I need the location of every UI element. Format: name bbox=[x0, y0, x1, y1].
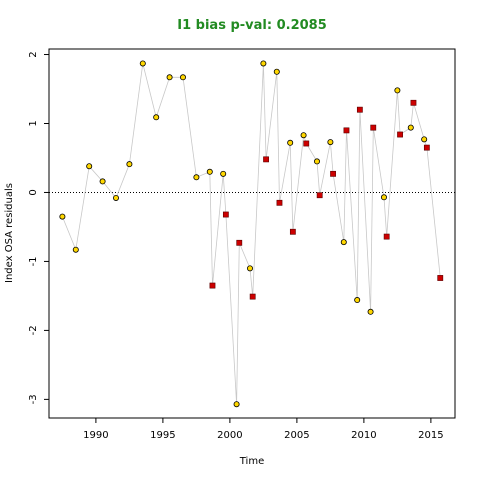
residual-point-square bbox=[397, 131, 403, 138]
residual-point-circle bbox=[327, 139, 334, 146]
residual-point-circle bbox=[421, 136, 428, 143]
residual-point-square bbox=[249, 293, 256, 300]
y-tick-label: 1 bbox=[28, 120, 39, 126]
plot-frame bbox=[48, 48, 456, 419]
residual-point-circle bbox=[153, 114, 160, 121]
residual-point-circle bbox=[112, 194, 119, 201]
residual-point-square bbox=[356, 106, 363, 113]
x-axis-label: Time bbox=[239, 456, 264, 467]
residual-point-square bbox=[330, 170, 336, 177]
residual-point-square bbox=[209, 282, 216, 289]
x-tick-label: 2000 bbox=[217, 430, 242, 441]
x-tick-label: 1995 bbox=[150, 430, 175, 441]
residual-point-square bbox=[383, 233, 390, 240]
residual-point-square bbox=[316, 192, 323, 199]
residual-point-circle bbox=[407, 124, 414, 131]
residual-point-square bbox=[289, 228, 296, 235]
residual-point-square bbox=[303, 140, 310, 147]
y-tick-label: 0 bbox=[28, 189, 39, 195]
y-tick-label: -3 bbox=[28, 394, 39, 404]
residual-point-square bbox=[236, 239, 243, 246]
residual-point-circle bbox=[220, 170, 227, 177]
residual-point-square bbox=[370, 124, 377, 131]
y-tick-label: -2 bbox=[28, 325, 39, 335]
residual-point-circle bbox=[354, 297, 361, 304]
x-tick-label: 2015 bbox=[418, 430, 443, 441]
residual-point-square bbox=[410, 99, 417, 106]
residual-point-square bbox=[343, 127, 350, 134]
residual-point-circle bbox=[287, 139, 294, 146]
residual-point-circle bbox=[260, 60, 267, 67]
residual-point-circle bbox=[380, 194, 387, 201]
residual-point-circle bbox=[367, 308, 374, 315]
residual-point-circle bbox=[313, 158, 320, 165]
y-axis-label: Index OSA residuals bbox=[4, 183, 15, 283]
chart-title: I1 bias p-val: 0.2085 bbox=[177, 18, 327, 33]
residual-point-circle bbox=[99, 178, 106, 185]
residual-point-circle bbox=[179, 74, 186, 81]
residual-point-square bbox=[437, 275, 444, 281]
x-tick-label: 2005 bbox=[284, 430, 309, 441]
residual-point-circle bbox=[126, 161, 133, 168]
residual-point-circle bbox=[273, 68, 280, 75]
residual-point-square bbox=[423, 144, 430, 151]
residual-point-circle bbox=[206, 168, 213, 175]
residual-point-circle bbox=[72, 246, 79, 253]
residual-point-circle bbox=[139, 60, 146, 67]
residual-point-circle bbox=[166, 74, 173, 81]
x-tick-label: 1990 bbox=[83, 430, 108, 441]
residual-point-circle bbox=[233, 401, 240, 408]
y-tick-label: -1 bbox=[28, 256, 39, 266]
residual-point-circle bbox=[59, 213, 66, 220]
residual-point-square bbox=[222, 211, 229, 218]
residual-point-circle bbox=[193, 174, 200, 181]
residual-point-circle bbox=[246, 265, 253, 272]
residual-point-circle bbox=[300, 132, 307, 139]
residual-point-square bbox=[263, 156, 269, 163]
x-tick-label: 2010 bbox=[351, 430, 376, 441]
residual-point-square bbox=[276, 199, 283, 206]
residual-point-circle bbox=[340, 239, 347, 246]
residual-point-circle bbox=[394, 87, 401, 94]
residual-connecting-line bbox=[62, 63, 441, 405]
residual-point-circle bbox=[86, 163, 93, 170]
y-tick-label: 2 bbox=[28, 51, 39, 57]
